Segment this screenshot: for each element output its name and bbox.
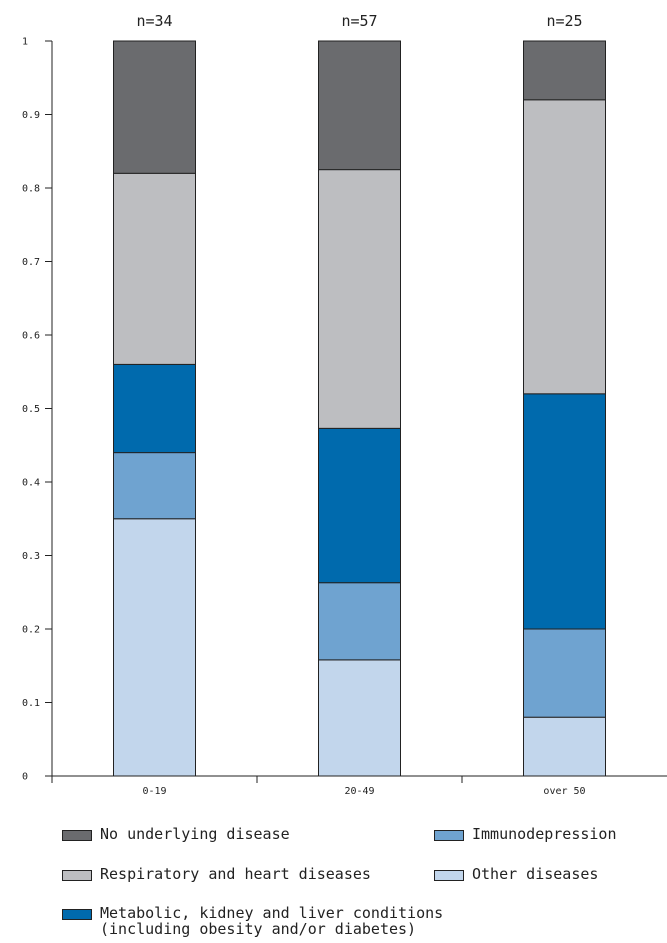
x-tick-label: over 50 — [543, 786, 585, 797]
bar-segment — [318, 427, 401, 584]
bar-segment — [318, 40, 401, 171]
y-tick-label: 0.9 — [22, 110, 40, 121]
bars — [113, 40, 606, 777]
y-tick-label: 0.7 — [22, 257, 40, 268]
sample-size-label: n=57 — [341, 12, 377, 30]
y-tick-label: 0.8 — [22, 184, 40, 195]
legend-label: Metabolic, kidney and liver conditions (… — [100, 904, 444, 938]
bar-segment — [113, 452, 196, 520]
legend-item-respiratory-heart: Respiratory and heart diseases — [62, 866, 371, 882]
bar-segment — [113, 172, 196, 365]
y-tick-label: 0.2 — [22, 625, 40, 636]
bar-segment — [523, 716, 606, 777]
x-axis: 0-19 20-49 over 50 — [51, 775, 667, 797]
legend-swatch — [434, 830, 464, 841]
bar-segment — [523, 99, 606, 395]
legend-item-other-diseases: Other diseases — [434, 866, 598, 882]
y-tick-label: 0.1 — [22, 698, 40, 709]
y-tick-label: 1 — [22, 37, 28, 48]
bar-segment — [523, 40, 606, 101]
legend-label: Immunodepression — [472, 825, 617, 843]
sample-size-labels: n=34 n=57 n=25 — [136, 12, 582, 30]
legend-swatch — [62, 870, 92, 881]
legend-item-no-underlying-disease: No underlying disease — [62, 826, 290, 842]
y-tick-label: 0.3 — [22, 551, 40, 562]
legend-swatch — [62, 830, 92, 841]
x-tick-label: 0-19 — [142, 786, 166, 797]
bar-segment — [523, 628, 606, 718]
legend-item-metabolic: Metabolic, kidney and liver conditions (… — [62, 905, 443, 937]
legend-label: Other diseases — [472, 865, 599, 883]
y-axis: 0 0.1 0.2 0.3 0.4 0.5 0.6 0.7 0.8 0.9 1 — [22, 37, 53, 783]
bar-segment — [318, 582, 401, 661]
y-tick-label: 0.4 — [22, 478, 40, 489]
bar-segment — [318, 659, 401, 777]
y-tick-label: 0.5 — [22, 404, 40, 415]
sample-size-label: n=25 — [546, 12, 582, 30]
legend-label: Respiratory and heart diseases — [100, 865, 371, 883]
bar-segment — [113, 518, 196, 777]
legend-label: No underlying disease — [100, 825, 290, 843]
x-tick-label: 20-49 — [344, 786, 374, 797]
y-tick-label: 0 — [22, 772, 28, 783]
sample-size-label: n=34 — [136, 12, 172, 30]
y-tick-label: 0.6 — [22, 331, 40, 342]
bar-segment — [113, 363, 196, 454]
legend-swatch — [62, 909, 92, 920]
bar-segment — [318, 169, 401, 429]
stacked-bar-chart: 0 0.1 0.2 0.3 0.4 0.5 0.6 0.7 0.8 0.9 1 0-19 20-49 o… — [22, 12, 667, 797]
bar-segment — [523, 393, 606, 630]
legend-swatch — [434, 870, 464, 881]
bar-segment — [113, 40, 196, 174]
legend-item-immunodepression: Immunodepression — [434, 826, 617, 842]
